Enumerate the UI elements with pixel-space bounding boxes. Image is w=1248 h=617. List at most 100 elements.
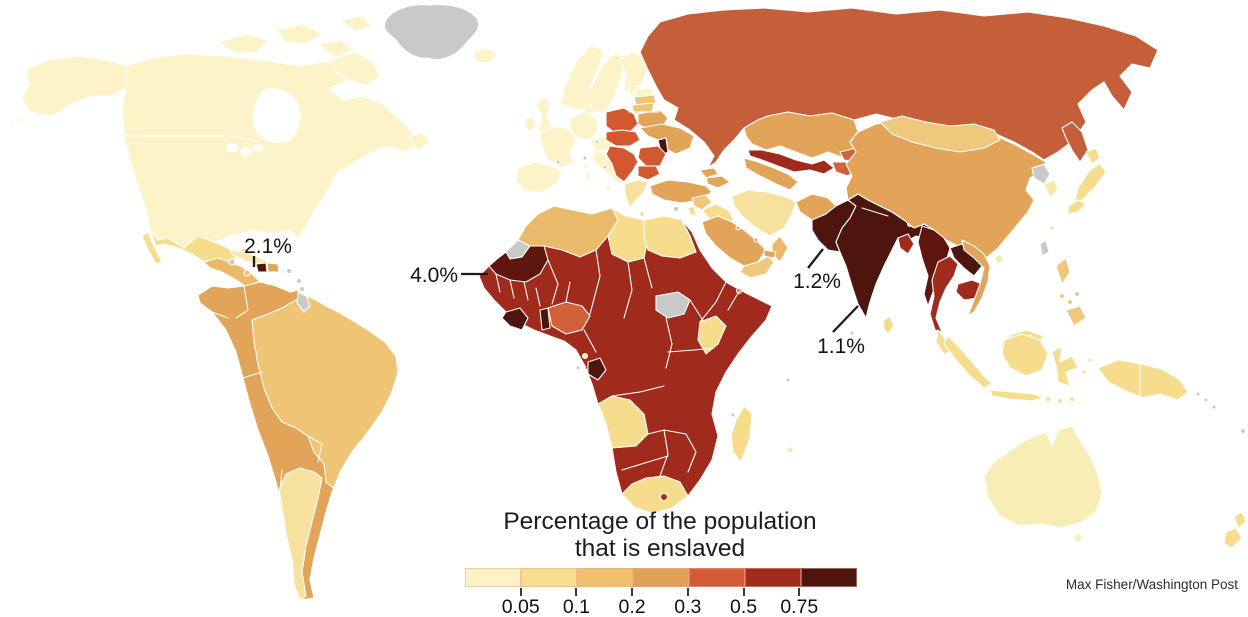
border-zimbabwe-botswana bbox=[659, 429, 669, 477]
border-drc-east bbox=[665, 317, 673, 369]
region-ukraine bbox=[639, 123, 695, 155]
region-uae bbox=[763, 249, 777, 259]
region-aleutians bbox=[17, 117, 23, 123]
region-libya bbox=[607, 207, 649, 263]
region-thailand bbox=[929, 255, 959, 333]
region-equatorial-guinea bbox=[581, 352, 589, 360]
legend-swatch-7 bbox=[801, 568, 857, 587]
region-visayas bbox=[1073, 290, 1081, 298]
annotation-label-mauritania: 4.0% bbox=[410, 264, 458, 287]
border-ecuador bbox=[211, 311, 229, 319]
region-guyana bbox=[296, 291, 311, 313]
region-iran bbox=[731, 189, 797, 237]
region-bahamas bbox=[265, 239, 271, 245]
border-chile-argentina bbox=[277, 469, 291, 586]
legend-label: 0.75 bbox=[780, 596, 819, 617]
annotation-label-pakistan: 1.2% bbox=[793, 270, 841, 293]
legend-swatch-5 bbox=[689, 568, 745, 587]
color-legend: 0.05 0.1 0.2 0.3 0.5 0.75 bbox=[465, 568, 857, 617]
border-colombia-venezuela bbox=[235, 285, 249, 319]
region-kuwait bbox=[735, 225, 741, 231]
region-saudi-arabia bbox=[701, 215, 767, 267]
legend-tick bbox=[575, 588, 578, 596]
region-lesser-antilles bbox=[295, 277, 303, 285]
region-turkmenistan bbox=[743, 157, 799, 191]
region-moluccas bbox=[1081, 369, 1087, 375]
region-microstate bbox=[555, 159, 561, 165]
region-azerbaijan-armenia bbox=[705, 175, 731, 189]
border-ethiopia-kenya bbox=[689, 299, 705, 323]
region-mongolia bbox=[879, 115, 1001, 153]
chart-title-line1: Percentage of the population bbox=[503, 508, 817, 535]
border-drc-south bbox=[611, 385, 665, 397]
border-horn bbox=[699, 281, 741, 323]
border-cameroon bbox=[583, 329, 597, 353]
region-lesser-sunda bbox=[1044, 395, 1052, 403]
border-nepal bbox=[861, 207, 889, 217]
legend-swatch-1 bbox=[465, 568, 521, 587]
region-nigeria bbox=[547, 301, 591, 335]
region-haiti bbox=[255, 262, 268, 273]
region-argentina bbox=[278, 467, 323, 601]
region-puerto-rico bbox=[285, 267, 293, 275]
region-arctic-islands bbox=[217, 33, 269, 55]
country-borders bbox=[121, 135, 1141, 586]
region-greece bbox=[623, 179, 649, 209]
region-finland bbox=[619, 51, 649, 97]
region-syria bbox=[691, 194, 713, 211]
border-tanzania bbox=[667, 347, 715, 353]
region-baja-california bbox=[141, 231, 163, 265]
legend-tick bbox=[686, 588, 689, 596]
region-czech-slovakia-hungary bbox=[605, 129, 641, 147]
region-seychelles bbox=[785, 377, 791, 383]
annotation-line-india bbox=[832, 305, 859, 333]
border-paraguay bbox=[307, 435, 323, 463]
region-hainan bbox=[994, 254, 1004, 264]
region-south-sudan bbox=[655, 291, 691, 319]
region-madagascar bbox=[730, 405, 753, 463]
region-java bbox=[989, 389, 1045, 402]
border-egypt-sudan bbox=[643, 257, 653, 289]
region-corsica bbox=[582, 162, 590, 170]
border-namibia bbox=[621, 455, 669, 471]
region-ireland bbox=[523, 115, 537, 133]
region-iceland bbox=[471, 47, 498, 64]
region-iberia bbox=[515, 161, 563, 193]
region-lesser-antilles bbox=[298, 285, 306, 293]
chart-title-line2: that is enslaved bbox=[574, 535, 746, 562]
region-comoros bbox=[730, 412, 736, 418]
great-lakes bbox=[240, 147, 252, 157]
border-niger-chad bbox=[589, 249, 601, 315]
region-fiji bbox=[1239, 427, 1247, 435]
border-burkina bbox=[565, 281, 571, 303]
legend-label: 0.5 bbox=[730, 596, 758, 617]
region-georgia bbox=[699, 167, 719, 179]
region-lesotho bbox=[659, 492, 669, 502]
legend-tick bbox=[631, 588, 634, 596]
region-borneo bbox=[1001, 333, 1049, 377]
region-visayas bbox=[1058, 292, 1066, 300]
annotation-line-pakistan bbox=[807, 248, 824, 269]
legend-swatch-4 bbox=[633, 568, 689, 587]
legend-tick bbox=[742, 588, 745, 596]
region-south-korea bbox=[1043, 179, 1059, 199]
region-greenland bbox=[383, 4, 480, 61]
legend-label: 0.2 bbox=[618, 596, 646, 617]
annotations: 4.0% 2.1% 1.2% 1.1% bbox=[244, 235, 865, 358]
great-lakes bbox=[225, 143, 239, 153]
region-kenya bbox=[697, 315, 727, 355]
region-okinawa bbox=[1049, 225, 1055, 231]
region-sardinia bbox=[584, 172, 592, 180]
region-honshu bbox=[1073, 163, 1107, 207]
region-lesser-sunda bbox=[1056, 397, 1064, 405]
region-arctic-islands bbox=[317, 39, 353, 59]
region-benin-togo bbox=[539, 307, 551, 331]
region-luzon bbox=[1055, 257, 1071, 285]
region-visayas bbox=[1066, 298, 1074, 306]
region-aleutians bbox=[9, 121, 15, 127]
legend-label: 0.3 bbox=[674, 596, 702, 617]
border-mali-niger bbox=[547, 259, 559, 305]
region-jordan-israel bbox=[687, 205, 697, 217]
region-gabon bbox=[587, 357, 607, 381]
